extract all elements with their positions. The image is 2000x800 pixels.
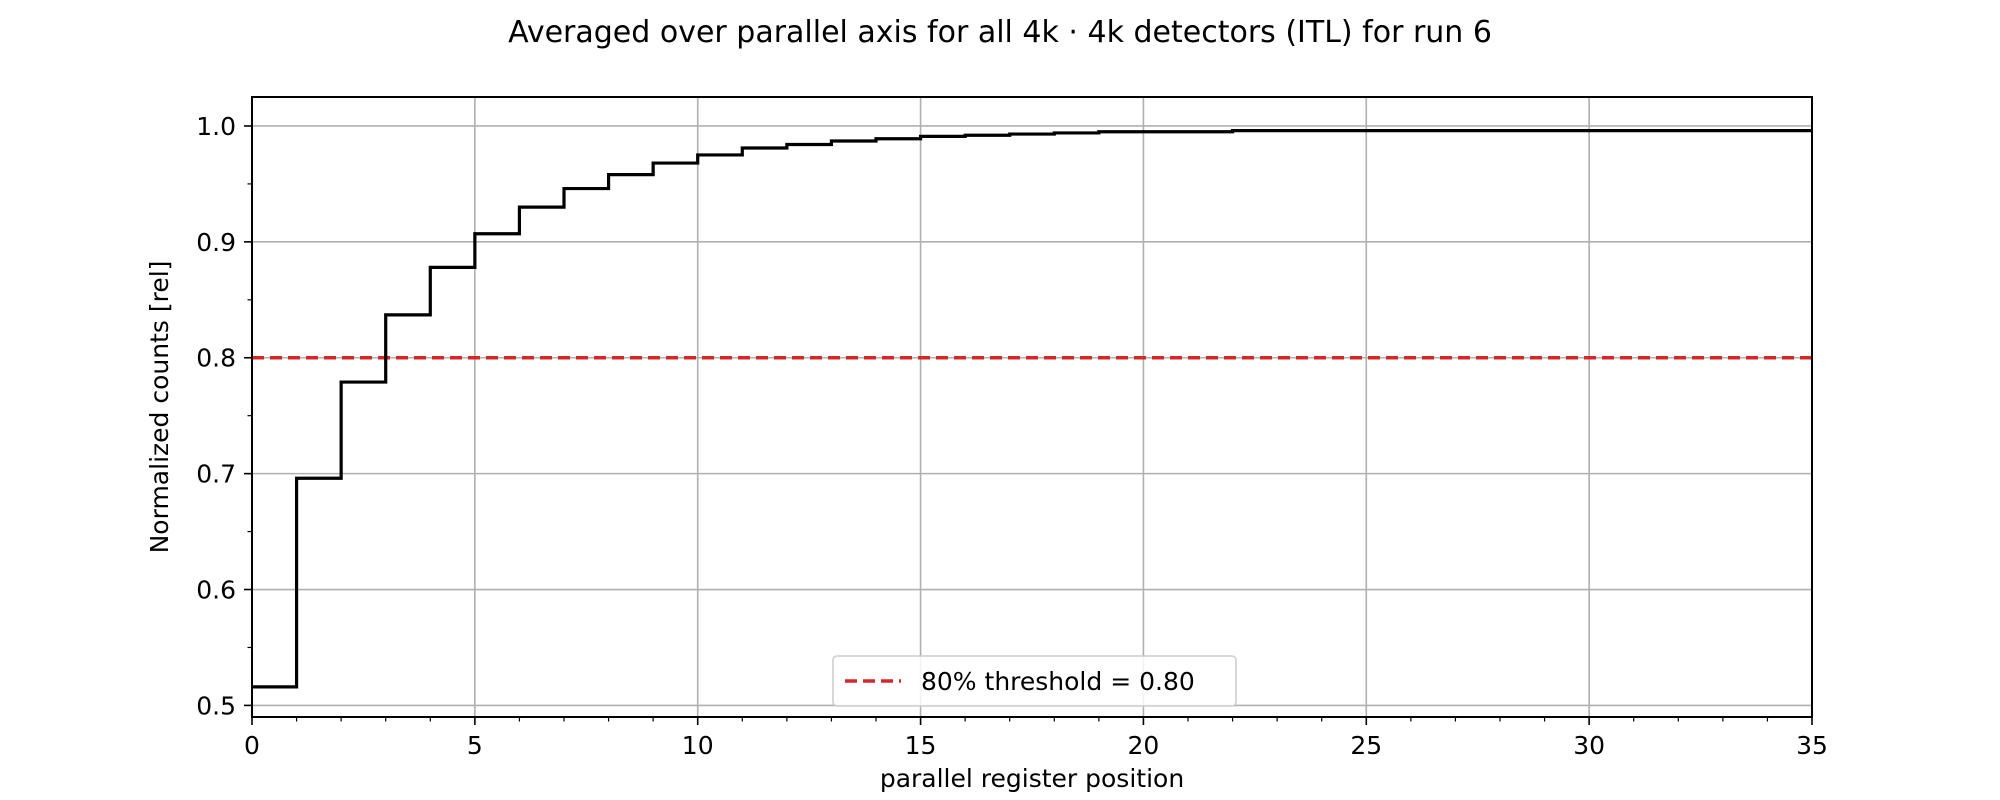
series-layer — [252, 129, 1812, 689]
x-tick-label: 0 — [244, 731, 260, 760]
x-tick-label: 25 — [1350, 731, 1382, 760]
y-tick-label: 0.6 — [196, 576, 236, 605]
y-tick-label: 0.5 — [196, 691, 236, 720]
x-axis-label: parallel register position — [880, 764, 1184, 793]
y-tick-label: 1.0 — [196, 112, 236, 141]
legend-threshold-label: 80% threshold = 0.80 — [921, 667, 1195, 696]
legend: 80% threshold = 0.80 — [832, 655, 1237, 707]
x-tick-label: 30 — [1573, 731, 1605, 760]
legend-box — [832, 655, 1237, 707]
y-tick-label: 0.8 — [196, 344, 236, 373]
x-tick-label: 15 — [905, 731, 937, 760]
x-tick-label: 35 — [1796, 731, 1828, 760]
y-tick-label: 0.7 — [196, 460, 236, 489]
grid — [251, 97, 1813, 717]
cumulative-step-line — [252, 129, 1812, 689]
y-tick-label: 0.9 — [196, 228, 236, 257]
y-axis-label: Normalized counts [rel] — [145, 261, 174, 554]
plot-frame — [251, 96, 1813, 718]
x-tick-label: 20 — [1128, 731, 1160, 760]
tick-layer: 0 5 10 15 20 25 30 35 0.5 0.6 0.7 0.8 0.9 1.0 — [196, 112, 1828, 760]
x-tick-label: 5 — [467, 731, 483, 760]
x-tick-label: 10 — [682, 731, 714, 760]
chart-title: Averaged over parallel axis for all 4k ·… — [508, 15, 1492, 50]
